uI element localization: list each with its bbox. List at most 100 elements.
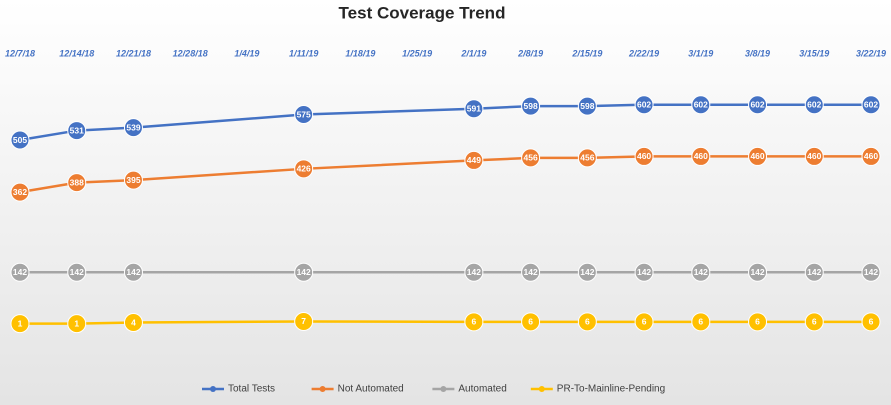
marker bbox=[521, 262, 541, 282]
marker bbox=[691, 146, 711, 166]
marker bbox=[464, 150, 484, 170]
marker bbox=[521, 312, 541, 332]
x-tick-label: 1/25/19 bbox=[402, 48, 432, 58]
data-label: 142 bbox=[694, 267, 708, 277]
legend-label: Total Tests bbox=[228, 384, 275, 395]
marker bbox=[804, 312, 824, 332]
data-label: 142 bbox=[750, 267, 764, 277]
data-label: 6 bbox=[869, 317, 874, 327]
marker bbox=[464, 312, 484, 332]
legend-label: Not Automated bbox=[338, 384, 404, 395]
data-label: 6 bbox=[471, 317, 476, 327]
marker bbox=[634, 95, 654, 115]
data-label: 602 bbox=[807, 99, 821, 109]
x-tick-label: 12/28/18 bbox=[173, 48, 208, 58]
marker bbox=[67, 314, 87, 334]
marker bbox=[464, 262, 484, 282]
marker bbox=[691, 312, 711, 332]
x-tick-label: 2/8/19 bbox=[517, 48, 543, 58]
marker bbox=[577, 262, 597, 282]
marker bbox=[67, 121, 87, 141]
x-tick-label: 3/8/19 bbox=[745, 48, 770, 58]
x-tick-label: 2/1/19 bbox=[460, 48, 486, 58]
marker bbox=[294, 262, 314, 282]
data-label: 7 bbox=[301, 316, 306, 326]
marker bbox=[861, 312, 881, 332]
data-label: 460 bbox=[864, 151, 878, 161]
marker bbox=[294, 105, 314, 125]
data-label: 505 bbox=[13, 135, 27, 145]
chart-title: Test Coverage Trend bbox=[339, 3, 506, 22]
marker bbox=[634, 262, 654, 282]
marker bbox=[804, 95, 824, 115]
marker bbox=[521, 96, 541, 116]
data-label: 1 bbox=[18, 318, 23, 328]
data-label: 460 bbox=[694, 151, 708, 161]
marker bbox=[521, 148, 541, 168]
data-label: 395 bbox=[126, 175, 140, 185]
data-label: 388 bbox=[70, 177, 84, 187]
marker bbox=[748, 95, 768, 115]
data-label: 575 bbox=[297, 109, 311, 119]
marker bbox=[294, 311, 314, 331]
data-label: 602 bbox=[864, 99, 878, 109]
marker bbox=[464, 99, 484, 119]
data-label: 362 bbox=[13, 187, 27, 197]
data-label: 6 bbox=[642, 317, 647, 327]
marker bbox=[861, 146, 881, 166]
x-tick-label: 12/21/18 bbox=[116, 48, 151, 58]
data-label: 142 bbox=[807, 267, 821, 277]
data-label: 460 bbox=[637, 151, 651, 161]
marker bbox=[748, 262, 768, 282]
x-tick-label: 3/22/19 bbox=[856, 48, 886, 58]
x-tick-label: 1/18/19 bbox=[345, 48, 375, 58]
marker bbox=[123, 313, 143, 333]
data-label: 456 bbox=[524, 153, 538, 163]
marker bbox=[67, 262, 87, 282]
marker bbox=[748, 312, 768, 332]
marker bbox=[861, 95, 881, 115]
x-tick-label: 1/11/19 bbox=[289, 48, 318, 58]
x-tick-label: 12/14/18 bbox=[59, 48, 94, 58]
data-label: 4 bbox=[131, 317, 136, 327]
data-label: 6 bbox=[585, 317, 590, 327]
data-label: 602 bbox=[750, 99, 764, 109]
marker bbox=[10, 182, 30, 202]
legend-swatch-marker bbox=[538, 386, 545, 392]
legend-swatch-marker bbox=[210, 386, 216, 392]
data-label: 598 bbox=[524, 101, 538, 111]
data-label: 1 bbox=[74, 318, 79, 328]
data-label: 142 bbox=[297, 267, 311, 277]
data-label: 426 bbox=[297, 164, 311, 174]
legend-swatch-marker bbox=[319, 386, 326, 392]
marker bbox=[861, 262, 881, 282]
data-label: 142 bbox=[467, 267, 481, 277]
marker bbox=[634, 312, 654, 332]
x-tick-label: 2/22/19 bbox=[628, 48, 659, 58]
marker bbox=[804, 262, 824, 282]
data-label: 602 bbox=[694, 99, 708, 109]
legend-label: PR-To-Mainline-Pending bbox=[557, 384, 665, 395]
marker bbox=[123, 170, 143, 190]
marker bbox=[67, 173, 87, 193]
data-label: 142 bbox=[524, 267, 538, 277]
data-label: 142 bbox=[13, 267, 27, 277]
marker bbox=[748, 146, 768, 166]
marker bbox=[294, 159, 314, 179]
x-tick-label: 3/15/19 bbox=[799, 48, 829, 58]
legend-swatch-marker bbox=[440, 386, 447, 392]
marker bbox=[577, 148, 597, 168]
data-label: 449 bbox=[467, 155, 481, 165]
marker bbox=[804, 146, 824, 166]
data-label: 142 bbox=[864, 267, 878, 277]
marker bbox=[691, 262, 711, 282]
marker bbox=[691, 95, 711, 115]
data-label: 142 bbox=[126, 267, 140, 277]
data-label: 6 bbox=[698, 317, 703, 327]
data-label: 142 bbox=[70, 267, 84, 277]
marker bbox=[577, 96, 597, 116]
x-tick-label: 12/7/18 bbox=[5, 48, 35, 58]
data-label: 456 bbox=[580, 153, 594, 163]
data-label: 6 bbox=[812, 317, 817, 327]
data-label: 531 bbox=[70, 125, 84, 135]
